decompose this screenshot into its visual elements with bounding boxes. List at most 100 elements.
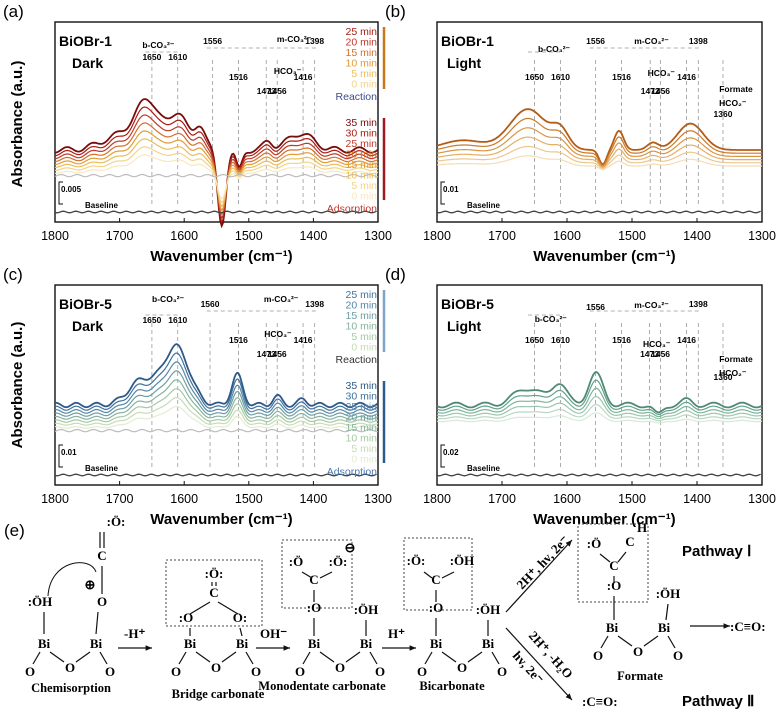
sample-name: BiOBr-1 — [441, 33, 494, 49]
spectrum-line — [54, 343, 379, 409]
charge-minus: ⊖ — [345, 540, 356, 555]
atom-label: O — [295, 664, 305, 679]
bond — [95, 611, 99, 635]
arrow-label: 2H⁺, hv, 2e⁻ — [513, 532, 572, 592]
adsorption-time-label: 30 min — [345, 391, 377, 403]
stage-label: Bridge carbonate — [172, 687, 265, 701]
group-label: m-CO₃²⁻ — [277, 34, 312, 44]
plot-frame — [436, 284, 763, 486]
peak-label: 1650 — [525, 335, 544, 345]
adsorption-time-label: 20 min — [345, 412, 377, 424]
highlight-box — [403, 537, 473, 611]
group-label: Formate — [719, 84, 753, 94]
x-tick-label: 1700 — [488, 492, 516, 506]
atom-label: C — [209, 585, 218, 600]
atom-label: O — [375, 664, 385, 679]
bond — [49, 651, 65, 663]
atom-label: O — [593, 648, 603, 663]
reaction-time-label: 5 min — [351, 331, 377, 343]
condition-label: Dark — [72, 55, 103, 71]
scale-bar — [440, 444, 445, 468]
atom-label: :O — [429, 600, 443, 615]
adsorption-time-label: 15 min — [345, 422, 377, 434]
peak-label: 1650 — [142, 315, 161, 325]
adsorption-time-label: 0 min — [351, 191, 377, 203]
x-tick-label: 1500 — [235, 229, 263, 243]
peak-label: 1650 — [142, 52, 161, 62]
adsorption-time-label: 35 min — [345, 117, 377, 129]
reaction-arrow-head — [723, 623, 730, 629]
spectrum-line — [436, 371, 763, 414]
peak-label: 1556 — [586, 36, 605, 46]
spectrum-line — [436, 155, 762, 171]
x-tick-label: 1300 — [364, 229, 392, 243]
spectrum-line — [54, 388, 379, 423]
adsorption-time-label: 30 min — [345, 128, 377, 140]
pathway-label: Pathway Ⅱ — [682, 693, 754, 710]
atom-label: O: — [233, 610, 247, 625]
peak-label: 1556 — [203, 36, 222, 46]
peak-label: 1416 — [294, 72, 313, 82]
peak-label: 1516 — [229, 335, 248, 345]
spectrum-line — [436, 395, 763, 420]
atom-label: O — [25, 664, 35, 679]
highlight-box — [577, 523, 649, 603]
atom-label: O — [673, 648, 683, 663]
bond — [599, 553, 611, 563]
reaction-time-label: 25 min — [345, 289, 377, 301]
stage-label: Bicarbonate — [419, 679, 485, 693]
bond — [245, 651, 254, 665]
reaction-scheme: (e)Bi BiO O O:ÖH OC:Ö:⊕Chemisorption-H⁺Bi BiO… — [4, 514, 766, 710]
baseline-trace — [54, 210, 377, 214]
spectrum-line — [54, 396, 379, 426]
pathway-label: Pathway Ⅰ — [682, 543, 751, 560]
peak-label: 1473 — [257, 349, 276, 359]
atom-label: :Ö: — [329, 554, 348, 569]
stage-label: Formate — [617, 669, 663, 683]
x-axis-label: Wavenumber (cm⁻¹) — [150, 248, 292, 265]
reaction-time-label: 10 min — [345, 321, 377, 333]
atom-label: :Ö: — [407, 553, 426, 568]
adsorption-time-label: 35 min — [345, 380, 377, 392]
condition-label: Light — [447, 55, 482, 71]
condition-label: Dark — [72, 318, 103, 334]
adsorption-label: Adsorption — [327, 466, 377, 478]
x-tick-label: 1400 — [683, 492, 711, 506]
atom-label: Bi — [184, 636, 197, 651]
group-label: Formate — [719, 354, 753, 364]
x-tick-label: 1700 — [106, 229, 134, 243]
peak-label: 1456 — [651, 86, 670, 96]
reaction-time-label: 25 min — [345, 26, 377, 38]
adsorption-time-label: 20 min — [345, 149, 377, 161]
peak-label: 1610 — [168, 52, 187, 62]
adsorption-time-label: 5 min — [351, 443, 377, 455]
spectrum-line — [436, 412, 763, 424]
atom-label: O — [497, 664, 507, 679]
scale-bar — [440, 181, 445, 205]
spectrum-line — [54, 352, 379, 411]
scale-bar-label: 0.02 — [443, 448, 459, 457]
group-label: m-CO₃²⁻ — [264, 294, 299, 304]
atom-label: C — [431, 572, 440, 587]
peak-label: 1416 — [294, 335, 313, 345]
x-tick-label: 1400 — [299, 229, 327, 243]
adsorption-time-label: 0 min — [351, 454, 377, 466]
atom-label: Bi — [38, 636, 51, 651]
adsorption-time-label: 25 min — [345, 401, 377, 413]
atom-label: O — [457, 660, 467, 675]
spectrum-line — [55, 154, 379, 200]
x-axis-label: Wavenumber (cm⁻¹) — [150, 511, 292, 528]
x-tick-label: 1600 — [170, 229, 198, 243]
reaction-time-label: 0 min — [351, 342, 377, 354]
peak-label: 1398 — [689, 36, 708, 46]
reaction-time-label: 20 min — [345, 300, 377, 312]
group-label: HCO₂⁻ — [719, 368, 747, 378]
atom-label: :ÖH — [450, 553, 475, 568]
x-tick-label: 1600 — [553, 229, 581, 243]
x-tick-label: 1300 — [364, 492, 392, 506]
atom-label: :ÖH — [476, 602, 501, 617]
peak-label: 1610 — [551, 72, 570, 82]
reaction-time-label: 0 min — [351, 79, 377, 91]
